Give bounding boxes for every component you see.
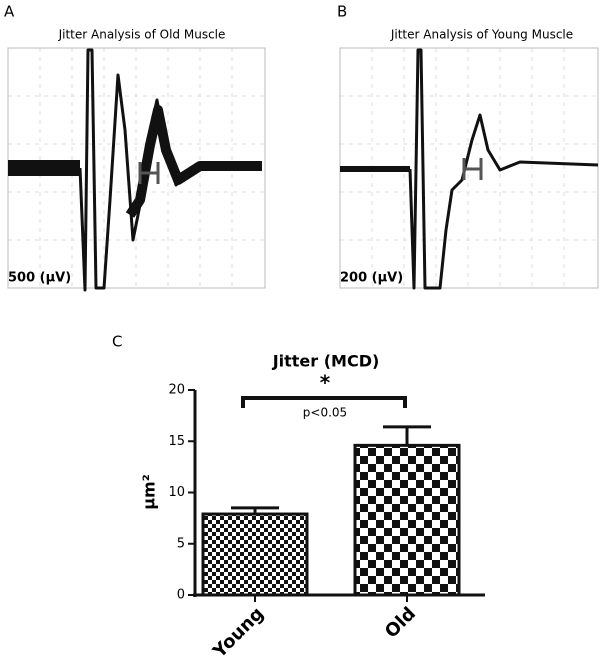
panel-b: B Jitter Analysis of Young Muscle 200 (µ… [337, 3, 599, 290]
scale-label: 500 (µV) [8, 271, 71, 286]
jitter-marker [462, 158, 483, 180]
x-tick-label: Young [208, 603, 268, 663]
jitter-marker [138, 162, 160, 184]
p-value: p<0.05 [303, 406, 347, 420]
y-tick-label: 0 [177, 588, 185, 603]
panel-title: Jitter Analysis of Young Muscle [390, 28, 573, 42]
y-tick-label: 5 [177, 536, 185, 551]
panel-letter: B [337, 3, 347, 21]
significance-bracket [241, 396, 407, 408]
bar [201, 512, 309, 597]
significance-star: * [320, 371, 331, 395]
chart-title: Jitter (MCD) [272, 352, 380, 371]
panel-title: Jitter Analysis of Old Muscle [58, 28, 226, 42]
panel-letter: C [112, 333, 122, 351]
panel-letter: A [4, 3, 15, 21]
y-tick-label: 10 [168, 485, 185, 500]
y-tick-label: 15 [168, 434, 185, 449]
trace [125, 105, 262, 218]
bar [353, 443, 461, 597]
x-tick-label: Old [381, 603, 420, 642]
bar-chart: C Jitter (MCD) µm² * p<0.05 0 5 10 15 20 Youn… [112, 333, 485, 663]
scale-label: 200 (µV) [340, 271, 403, 286]
y-axis-label: µm² [140, 474, 159, 509]
y-tick-label: 20 [168, 383, 185, 398]
panel-a: A Jitter Analysis of Old Muscle 500 (µV) [4, 3, 266, 292]
trace [408, 48, 599, 290]
